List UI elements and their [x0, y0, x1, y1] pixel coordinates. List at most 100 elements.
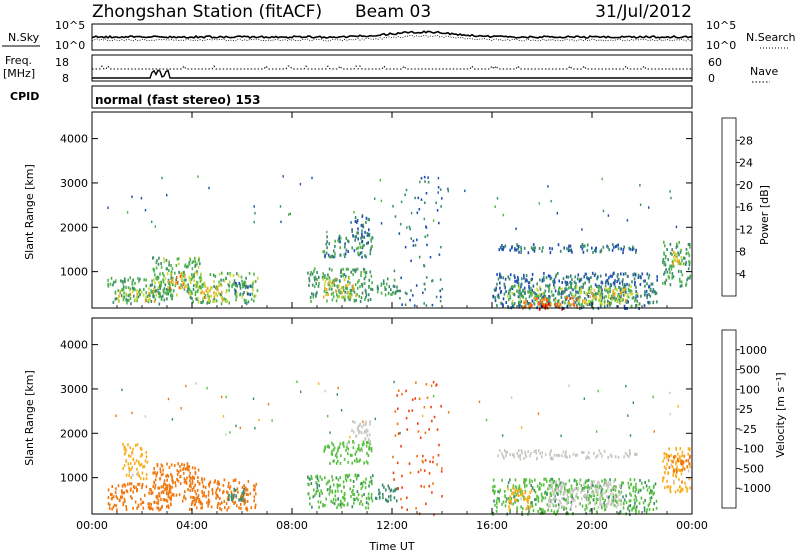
range-gate-cell: [581, 243, 584, 247]
colorbar-tick-label: 1000: [739, 344, 767, 357]
range-gate-cell: [197, 265, 200, 269]
range-gate-cell: [171, 276, 174, 280]
range-gate-cell: [202, 282, 205, 286]
range-gate-cell: [495, 286, 497, 290]
range-gate-cell: [136, 489, 138, 493]
range-gate-cell: [232, 495, 235, 499]
range-gate-cell: [597, 487, 600, 490]
range-gate-cell: [181, 499, 184, 503]
range-gate-cell: [326, 299, 328, 303]
range-gate-cell: [424, 288, 426, 291]
range-gate-cell: [152, 471, 154, 475]
range-gate-cell: [166, 272, 169, 276]
range-gate-cell: [607, 282, 610, 286]
range-gate-cell: [673, 251, 676, 255]
range-gate-cell: [547, 508, 549, 512]
range-gate-cell: [527, 290, 530, 294]
range-gate-cell: [688, 447, 691, 451]
range-gate-cell: [587, 455, 589, 459]
range-gate-cell: [394, 410, 397, 413]
range-gate-cell: [569, 303, 571, 307]
range-gate-cell: [672, 467, 675, 471]
range-gate-cell: [364, 481, 367, 485]
range-gate-cell: [332, 255, 334, 259]
range-gate-cell: [620, 484, 623, 488]
range-gate-cell: [632, 273, 635, 277]
range-gate-cell: [584, 508, 586, 512]
range-gate-cell: [433, 415, 436, 419]
range-gate-cell: [170, 264, 172, 267]
range-gate-cell: [411, 409, 414, 412]
range-gate-cell: [359, 502, 361, 506]
range-gate-cell: [363, 461, 365, 465]
range-gate-cell: [361, 503, 364, 506]
range-gate-cell: [222, 278, 225, 282]
range-gate-cell: [386, 277, 389, 281]
range-gate-cell: [533, 450, 536, 453]
range-gate-cell: [550, 498, 553, 502]
range-gate-cell: [324, 255, 326, 259]
range-gate-cell: [549, 283, 551, 287]
range-gate-cell: [605, 481, 607, 485]
range-gate-cell: [581, 451, 583, 454]
range-gate-cell: [512, 453, 515, 457]
range-gate-cell: [339, 253, 341, 257]
range-gate-cell: [432, 380, 435, 384]
range-gate-cell: [653, 491, 655, 495]
range-gate-cell: [629, 504, 632, 507]
range-gate-cell: [531, 277, 533, 281]
range-gate-cell: [544, 453, 547, 457]
range-gate-cell: [332, 443, 335, 447]
range-gate-cell: [315, 282, 317, 286]
range-gate-cell: [112, 283, 114, 287]
range-gate-cell: [201, 480, 204, 484]
range-gate-cell: [131, 466, 133, 469]
range-gate-cell: [246, 488, 249, 492]
range-gate-cell: [254, 212, 256, 215]
range-gate-cell: [540, 508, 542, 512]
range-gate-cell: [186, 466, 188, 470]
range-gate-cell: [594, 272, 597, 276]
range-gate-cell: [122, 288, 125, 292]
range-gate-cell: [503, 449, 506, 452]
range-gate-cell: [595, 501, 598, 505]
range-gate-cell: [514, 498, 516, 502]
range-gate-cell: [505, 500, 507, 504]
range-gate-cell: [154, 478, 157, 482]
range-gate-cell: [215, 299, 218, 303]
range-gate-cell: [138, 290, 140, 294]
range-gate-cell: [218, 483, 220, 486]
range-gate-cell: [673, 256, 675, 260]
range-gate-cell: [504, 495, 507, 499]
range-gate-cell: [594, 487, 597, 491]
range-gate-cell: [371, 236, 374, 240]
range-gate-cell: [630, 483, 632, 486]
range-gate-cell: [634, 305, 637, 309]
range-gate-cell: [332, 497, 335, 501]
nave-label: Nave: [750, 65, 778, 78]
range-gate-cell: [328, 492, 331, 496]
range-gate-cell: [315, 294, 317, 298]
range-gate-cell: [352, 287, 354, 291]
range-gate-cell: [629, 451, 631, 454]
range-gate-cell: [202, 296, 204, 300]
range-gate-cell: [204, 296, 207, 300]
range-gate-cell: [344, 298, 346, 302]
range-gate-cell: [616, 280, 618, 283]
range-gate-cell: [335, 451, 338, 455]
range-gate-cell: [528, 281, 531, 285]
range-gate-cell: [165, 492, 168, 496]
range-gate-cell: [520, 305, 523, 308]
range-gate-cell: [338, 289, 340, 293]
range-gate-cell: [414, 196, 416, 200]
range-gate-cell: [115, 297, 118, 301]
range-gate-cell: [144, 208, 147, 212]
range-gate-cell: [228, 493, 230, 497]
range-gate-cell: [317, 489, 319, 493]
range-gate-cell: [150, 502, 152, 506]
range-gate-cell: [282, 175, 284, 178]
range-gate-cell: [543, 477, 545, 481]
range-gate-cell: [311, 292, 313, 296]
range-gate-cell: [156, 506, 159, 510]
range-gate-cell: [558, 287, 560, 291]
